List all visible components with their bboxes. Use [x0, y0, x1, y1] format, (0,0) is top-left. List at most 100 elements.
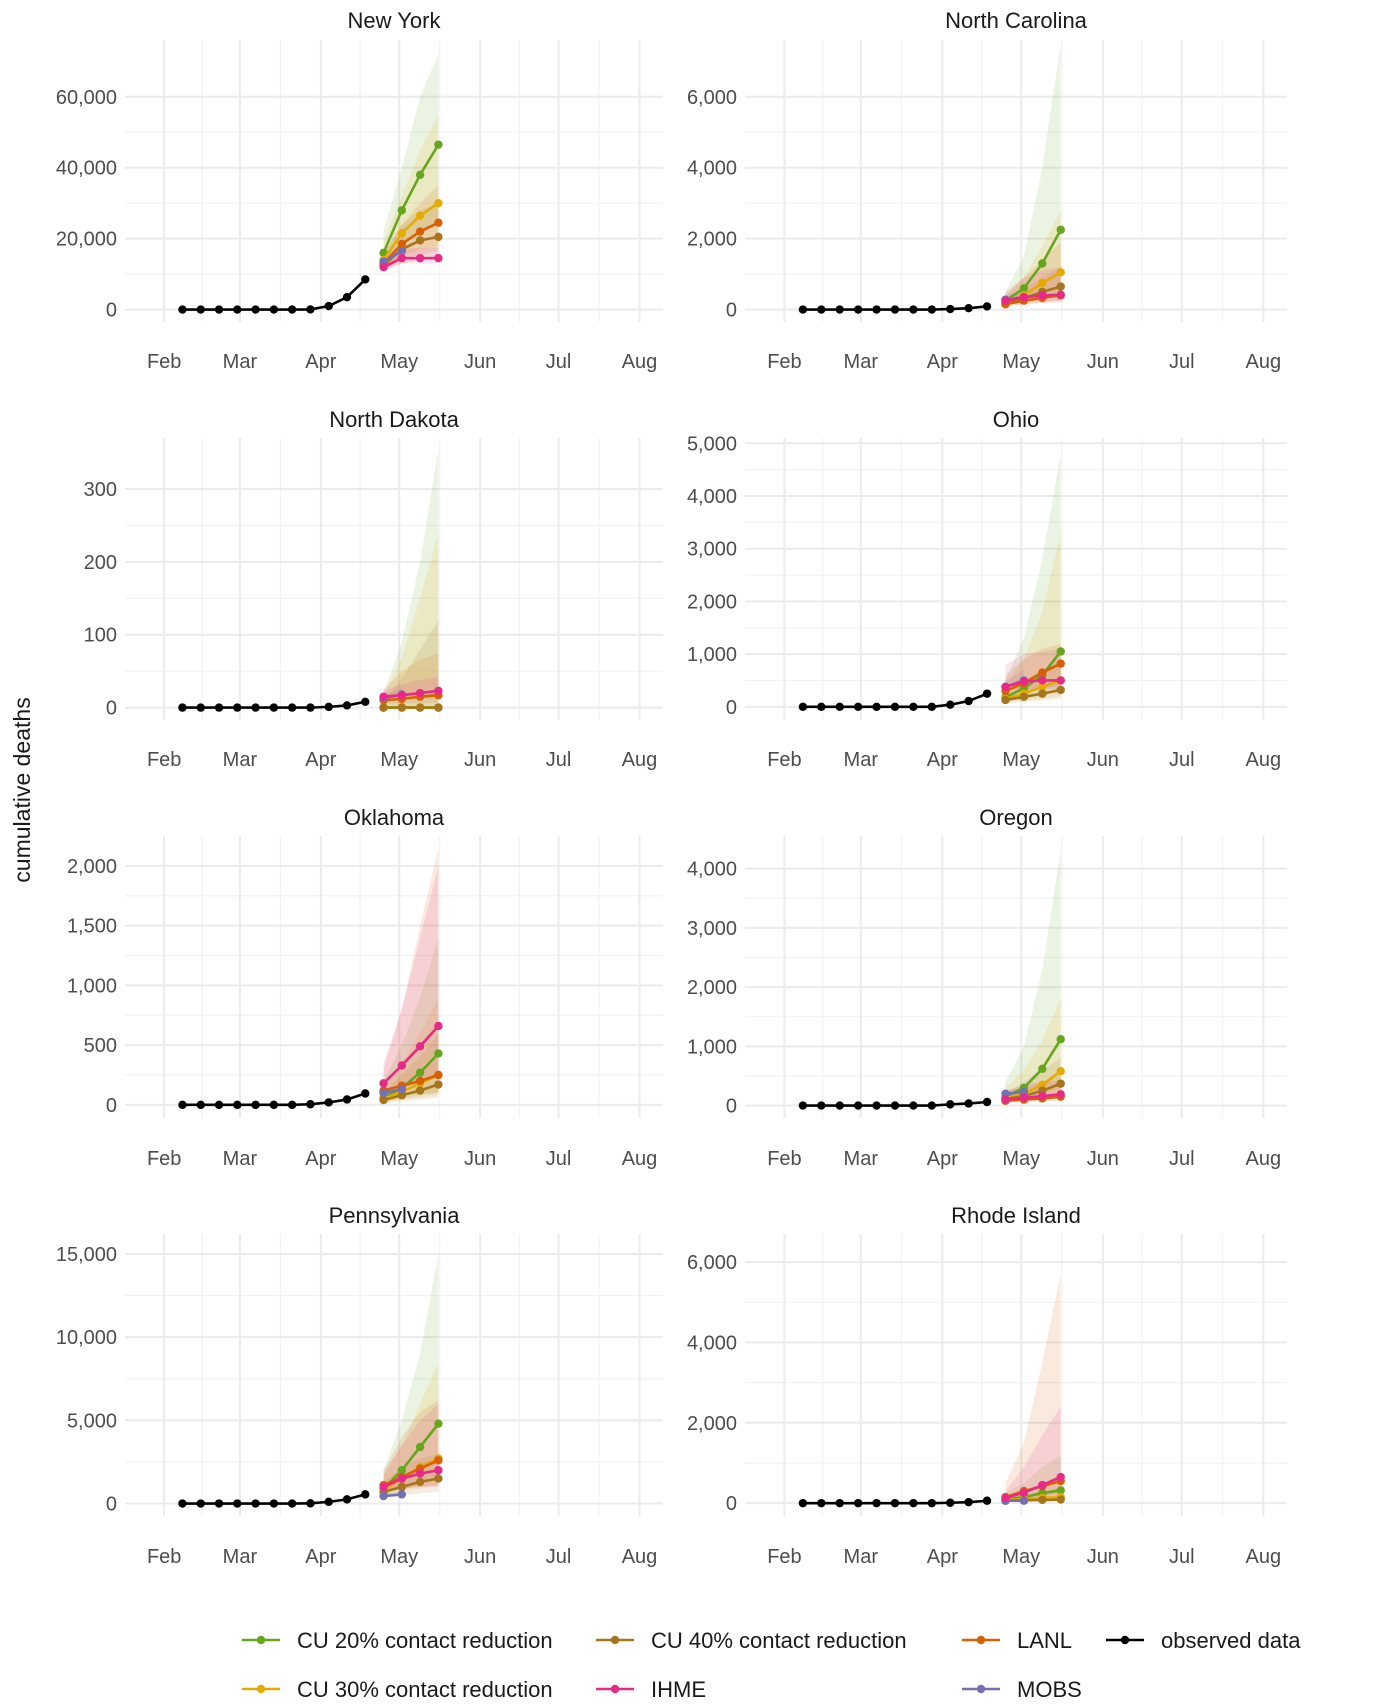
- data-point: [434, 198, 443, 208]
- y-tick-label: 2,000: [687, 591, 737, 613]
- observed-point: [982, 689, 992, 698]
- x-tick-label: Jul: [546, 749, 572, 771]
- legend-item: CU 20% contact reduction: [242, 1628, 553, 1653]
- data-point: [434, 253, 443, 263]
- data-point: [397, 1466, 407, 1475]
- y-tick-label: 1,000: [687, 1036, 737, 1058]
- y-tick-label: 1,000: [687, 644, 737, 666]
- data-point: [415, 703, 425, 712]
- x-tick-label: Feb: [767, 1148, 801, 1170]
- x-tick-label: Feb: [147, 351, 181, 373]
- data-point: [1056, 268, 1065, 277]
- observed-point: [342, 292, 352, 302]
- x-tick-label: Jun: [464, 1148, 496, 1170]
- observed-point: [817, 702, 826, 712]
- y-tick-label: 1,500: [67, 916, 117, 938]
- y-tick-label: 60,000: [56, 87, 117, 109]
- legend-item: MOBS: [962, 1677, 1082, 1702]
- data-point: [1038, 676, 1047, 685]
- series-line: [383, 1083, 439, 1102]
- data-point: [434, 218, 443, 227]
- observed-point: [214, 305, 224, 314]
- observed-point: [287, 1100, 297, 1110]
- data-point: [1038, 291, 1047, 300]
- data-point: [415, 170, 425, 179]
- observed-point: [251, 305, 260, 314]
- data-point: [397, 1091, 407, 1100]
- observed-point: [306, 1100, 315, 1109]
- series-line: [383, 689, 439, 698]
- x-tick-label: Mar: [844, 749, 879, 771]
- y-tick-label: 1,000: [67, 975, 117, 997]
- observed-point: [361, 697, 370, 706]
- uncertainty-band: [383, 620, 439, 708]
- legend-key-point: [256, 1635, 266, 1645]
- x-tick-label: May: [380, 1546, 418, 1568]
- data-point: [434, 1474, 443, 1483]
- uncertainty-band: [383, 1253, 439, 1496]
- y-tick-label: 200: [84, 552, 117, 574]
- x-tick-label: Feb: [147, 1148, 181, 1170]
- panel-title: North Carolina: [945, 8, 1088, 33]
- series-line: [382, 202, 440, 261]
- facet-panel: Ohio 0 1,000 2,000 3,000 4,000 5,000 Feb Mar Apr M…: [687, 407, 1287, 771]
- observed-point: [269, 703, 279, 712]
- data-point: [434, 686, 443, 696]
- uncertainty-band: [383, 448, 439, 708]
- x-tick-label: Mar: [844, 1546, 879, 1568]
- data-point: [1056, 290, 1065, 299]
- x-tick-label: Jun: [464, 1546, 496, 1568]
- observed-point: [798, 1101, 808, 1110]
- y-tick-label: 300: [84, 479, 117, 501]
- series-line: [1005, 688, 1061, 702]
- uncertainty-band: [383, 1403, 439, 1492]
- data-point: [1001, 1493, 1010, 1503]
- legend-item: LANL: [962, 1628, 1072, 1653]
- observed-point: [196, 1100, 205, 1110]
- data-point: [397, 1085, 407, 1094]
- data-point: [379, 1079, 388, 1088]
- observed-point: [817, 1101, 826, 1110]
- panel-title: Rhode Island: [951, 1203, 1081, 1228]
- x-tick-label: Mar: [844, 351, 879, 373]
- data-point: [1019, 292, 1029, 302]
- uncertainty-band: [383, 1362, 439, 1497]
- data-point: [1019, 284, 1029, 293]
- legend-label: observed data: [1161, 1628, 1301, 1653]
- x-tick-label: Feb: [147, 749, 181, 771]
- series-line: [382, 256, 439, 269]
- data-point: [1001, 1095, 1010, 1104]
- y-tick-label: 2,000: [687, 229, 737, 251]
- y-tick-label: 0: [726, 300, 737, 322]
- facet-panel: Oregon 0 1,000 2,000 3,000 4,000 Feb Mar Apr May J…: [687, 805, 1287, 1170]
- data-point: [1038, 689, 1047, 698]
- x-tick-label: Aug: [1246, 1148, 1282, 1170]
- observed-point: [342, 1095, 352, 1104]
- x-tick-label: Mar: [223, 1148, 258, 1170]
- observed-point: [853, 1498, 863, 1508]
- y-tick-label: 3,000: [687, 918, 737, 940]
- data-point: [434, 232, 443, 242]
- series-line: [1005, 679, 1061, 689]
- series-line: [383, 1459, 439, 1487]
- observed-point: [909, 702, 918, 712]
- legend-label: IHME: [651, 1677, 706, 1702]
- uncertainty-band: [1005, 1274, 1061, 1500]
- data-point: [415, 688, 425, 698]
- data-point: [1019, 1087, 1029, 1097]
- y-tick-label: 500: [84, 1035, 117, 1057]
- x-tick-label: Jun: [1087, 351, 1119, 373]
- data-point: [434, 1456, 443, 1465]
- data-point: [1038, 278, 1047, 288]
- x-tick-label: Jul: [546, 1546, 572, 1568]
- y-tick-label: 6,000: [687, 87, 737, 109]
- x-tick-label: Apr: [927, 351, 958, 373]
- series-line: [1005, 293, 1061, 302]
- data-point: [397, 1474, 407, 1483]
- data-point: [415, 1076, 425, 1086]
- y-tick-label: 100: [84, 625, 117, 647]
- legend-item: CU 40% contact reduction: [596, 1628, 907, 1653]
- observed-point: [287, 305, 297, 314]
- x-tick-label: May: [1002, 351, 1040, 373]
- observed-point: [872, 1101, 881, 1110]
